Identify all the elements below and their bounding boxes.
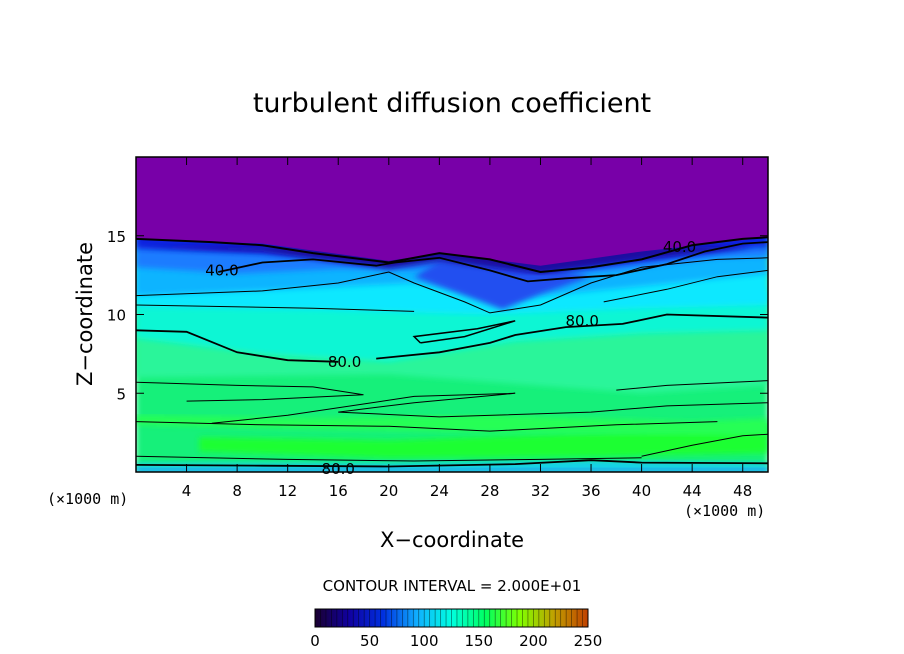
- contour-labels: 40.040.080.080.080.0: [205, 238, 696, 478]
- contour-label-2: 80.0: [328, 353, 361, 371]
- x-axis-title: X−coordinate: [380, 528, 524, 552]
- contour-line-8: [136, 381, 364, 402]
- contour-line-5: [136, 257, 768, 314]
- x-tick-label: 16: [329, 482, 348, 500]
- x-tick-label: 12: [278, 482, 297, 500]
- contour-label-1: 40.0: [663, 238, 696, 256]
- upper-layer: [136, 157, 768, 266]
- x-tick-label: 8: [232, 482, 242, 500]
- contour-line-1: [218, 241, 768, 283]
- contour-line-11: [616, 380, 768, 391]
- y-axis-title: Z−coordinate: [73, 242, 97, 386]
- field-band-9: [136, 468, 768, 472]
- y-tick-label: 5: [116, 385, 126, 403]
- x-tick-label: 48: [733, 482, 752, 500]
- field-band-11: [136, 415, 768, 436]
- contour-line-12: [136, 455, 642, 462]
- colorbar-tick-label: 200: [519, 632, 548, 650]
- contour-field: [136, 157, 768, 472]
- contour-line-9: [211, 392, 768, 424]
- colorbar-tick-label: 50: [360, 632, 379, 650]
- colorbar: 0 50 100 150 200 250: [310, 608, 602, 650]
- field-band-6: [414, 260, 591, 310]
- x-tick-label: 40: [632, 482, 651, 500]
- contour-line-6: [136, 304, 415, 312]
- colorbar-tick-label: 150: [464, 632, 493, 650]
- contour-label-3: 80.0: [565, 312, 598, 330]
- x-unit-label-left: (×1000 m): [47, 490, 128, 508]
- contour-lines: [136, 236, 768, 468]
- contour-line-3: [376, 313, 768, 360]
- contour-line-7: [603, 269, 768, 303]
- contour-line-4: [412, 320, 516, 344]
- contour-line-2: [136, 329, 339, 363]
- colorbar-stripes: [314, 609, 589, 627]
- colorbar-tick-label: 100: [410, 632, 439, 650]
- x-tick-label: 28: [480, 482, 499, 500]
- colorbar-tick-label: 250: [574, 632, 603, 650]
- x-tick-label: 32: [531, 482, 550, 500]
- y-tick-label: 10: [107, 307, 126, 325]
- y-tick-label: 15: [107, 228, 126, 246]
- x-tick-label: 20: [379, 482, 398, 500]
- x-axis-ticks: 4 8 12 16 20 24 28 32 36 40 44 48: [182, 157, 752, 500]
- x-unit-label-right: (×1000 m): [684, 502, 765, 520]
- x-tick-label: 44: [683, 482, 702, 500]
- chart-title: turbulent diffusion coefficient: [253, 88, 651, 119]
- contour-line-13: [641, 433, 768, 457]
- x-tick-label: 4: [182, 482, 192, 500]
- contour-line-0: [136, 236, 768, 274]
- x-tick-label: 36: [581, 482, 600, 500]
- x-tick-label: 24: [430, 482, 449, 500]
- y-axis-ticks: 5 10 15: [107, 228, 768, 403]
- contour-line-10: [136, 421, 718, 432]
- colorbar-tick-label: 0: [310, 632, 320, 650]
- colorbar-ticks: 0 50 100 150 200 250: [310, 632, 602, 650]
- contour-line-14: [136, 459, 768, 468]
- contour-label-0: 40.0: [205, 261, 238, 279]
- contour-interval-label: CONTOUR INTERVAL = 2.000E+01: [323, 577, 582, 595]
